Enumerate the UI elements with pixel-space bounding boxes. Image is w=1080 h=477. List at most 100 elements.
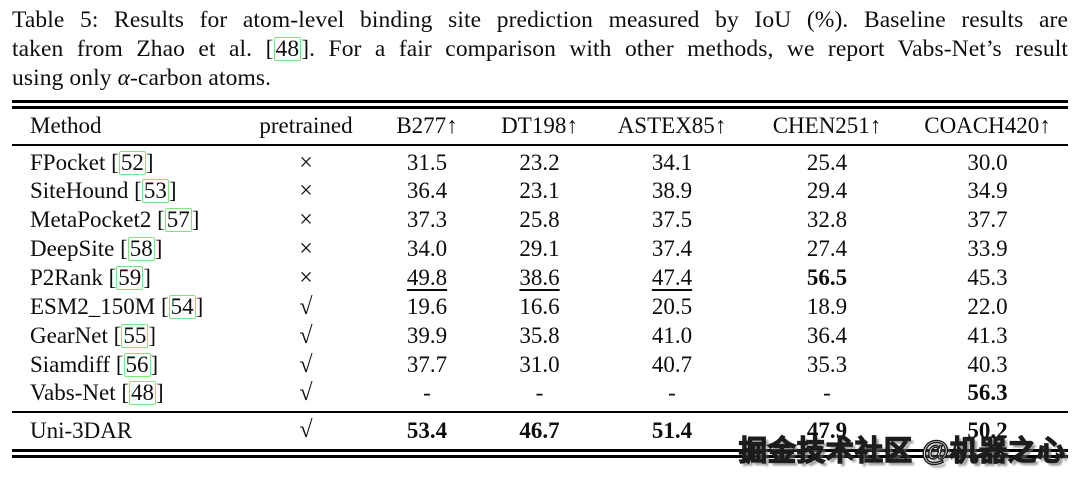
column-header-method: Method [30,113,102,139]
method-cell: P2Rank [59] [30,265,151,290]
table-row: GearNet [55] √ 39.9 35.8 41.0 36.4 41.3 [12,322,1068,351]
table-header: Method pretrained B277↑ DT198↑ ASTEX85↑ … [12,105,1068,145]
table-row: Vabs-Net [48] √ - - - - 56.3 [12,380,1068,412]
citation-link[interactable]: 55 [121,323,149,348]
value-cell: 19.6 [406,294,448,319]
value-cell: 16.6 [519,294,560,319]
caption-text: Table 5: Results for atom-level binding … [12,7,1068,33]
value-cell: 45.3 [967,265,1008,290]
method-cell: ESM2_150M [54] [30,294,204,319]
table-caption: Table 5: Results for atom-level binding … [12,6,1068,93]
method-cell: Vabs-Net [48] [30,380,164,405]
value-cell: 31.0 [519,352,560,377]
value-cell: 49.8 [406,265,448,290]
value-cell: 35.8 [519,323,560,348]
table-row: FPocket [52] × 31.5 23.2 34.1 25.4 30.0 [12,145,1068,177]
method-cell: SiteHound [53] [30,178,177,203]
citation-link[interactable]: 52 [118,150,146,175]
table-row-uni3dar: Uni-3DAR √ 53.4 46.7 51.4 47.9 50.2 [12,412,1068,454]
results-table: Method pretrained B277↑ DT198↑ ASTEX85↑ … [12,100,1068,458]
caption-text: -carbon atoms. [130,65,272,91]
column-header-chen251: CHEN251↑ [772,113,882,139]
pretrained-cell: × [299,235,313,262]
value-cell: 37.3 [406,207,448,232]
column-header-coach420: COACH420↑ [924,113,1051,139]
pretrained-cell: √ [299,322,313,349]
value-cell: 37.7 [406,352,448,377]
value-cell: 27.4 [806,236,848,261]
value-cell: 33.9 [967,236,1008,261]
value-cell: 37.7 [967,207,1008,232]
caption-line-2: taken from Zhao et al. [48]. For a fair … [12,35,1068,64]
method-cell: FPocket [52] [30,150,154,175]
citation-link[interactable]: 59 [116,265,144,290]
value-cell: - [668,380,676,405]
value-cell: 56.3 [967,380,1008,405]
method-cell: Siamdiff [56] [30,352,159,377]
caption-text: taken from Zhao et al. [ [12,36,274,62]
value-cell: 51.4 [651,417,693,443]
alpha-symbol: α [117,65,130,91]
caption-line-3: using only α-carbon atoms. [12,64,1068,93]
citation-link[interactable]: 58 [127,236,155,261]
value-cell: 23.1 [519,178,560,203]
value-cell: 25.8 [519,207,560,232]
citation-link-48[interactable]: 48 [273,36,302,62]
value-cell: 31.5 [406,150,448,175]
table-row: P2Rank [59] × 49.8 38.6 47.4 56.5 45.3 [12,264,1068,293]
value-cell: 25.4 [806,150,848,175]
value-cell: 41.3 [967,323,1008,348]
caption-text: using only [12,65,118,91]
table-row: DeepSite [58] × 34.0 29.1 37.4 27.4 33.9 [12,235,1068,264]
value-cell: 56.5 [806,265,848,290]
method-cell: Uni-3DAR [30,417,133,443]
value-cell: 37.5 [651,207,693,232]
value-cell: 34.1 [651,150,693,175]
citation-link[interactable]: 56 [123,352,151,377]
value-cell: 32.8 [806,207,848,232]
pretrained-cell: × [299,264,313,291]
method-cell: MetaPocket2 [57] [30,207,200,232]
value-cell: 30.0 [967,150,1008,175]
citation-link[interactable]: 57 [164,207,192,232]
pretrained-cell: √ [299,417,313,444]
method-cell: GearNet [55] [30,323,156,348]
value-cell: 29.1 [519,236,560,261]
value-cell: 39.9 [406,323,448,348]
value-cell: 22.0 [967,294,1008,319]
value-cell: 34.0 [406,236,448,261]
value-cell: 40.3 [967,352,1008,377]
value-cell: 50.2 [967,417,1008,443]
pretrained-cell: × [299,206,313,233]
value-cell: 36.4 [806,323,848,348]
method-cell: DeepSite [58] [30,236,163,261]
citation-link[interactable]: 48 [129,380,157,405]
value-cell: 23.2 [519,150,560,175]
pretrained-cell: × [299,149,313,176]
value-cell: 35.3 [806,352,848,377]
value-cell: 18.9 [806,294,848,319]
value-cell: 46.7 [519,417,560,443]
table-row: ESM2_150M [54] √ 19.6 16.6 20.5 18.9 22.… [12,293,1068,322]
value-cell: - [423,380,431,405]
value-cell: 20.5 [651,294,693,319]
value-cell: 38.6 [519,265,560,290]
value-cell: 53.4 [406,417,448,443]
value-cell: 36.4 [406,178,448,203]
table-row: MetaPocket2 [57] × 37.3 25.8 37.5 32.8 3… [12,206,1068,235]
value-cell: 37.4 [651,236,693,261]
pretrained-cell: √ [299,293,313,320]
caption-line-1: Table 5: Results for atom-level binding … [12,6,1068,35]
value-cell: 38.9 [651,178,693,203]
caption-text: ]. For a fair comparison with other meth… [301,36,1068,62]
pretrained-cell: × [299,177,313,204]
value-cell: 41.0 [651,323,693,348]
pretrained-cell: √ [299,379,313,406]
citation-link[interactable]: 54 [168,294,196,319]
value-cell: 47.9 [806,417,848,443]
value-cell: 34.9 [967,178,1008,203]
table-row: Siamdiff [56] √ 37.7 31.0 40.7 35.3 40.3 [12,351,1068,380]
column-header-b277: B277↑ [396,113,458,139]
citation-link[interactable]: 53 [141,178,169,203]
